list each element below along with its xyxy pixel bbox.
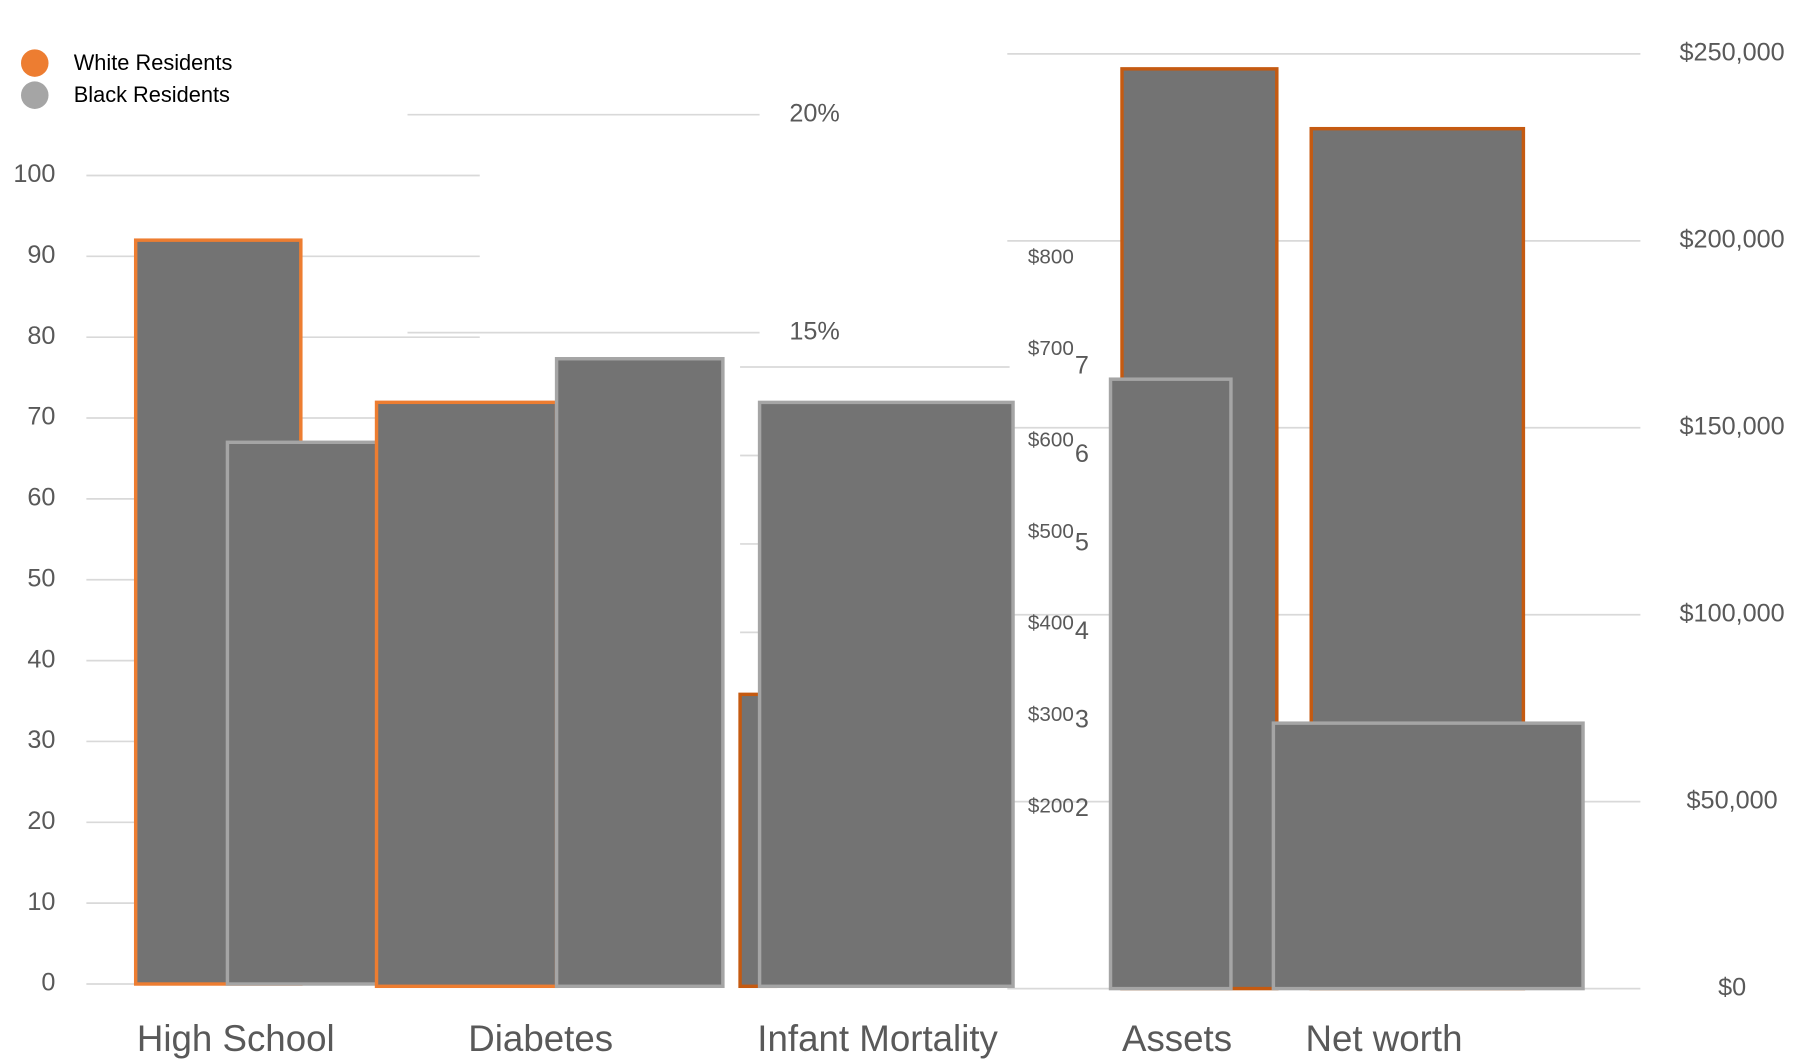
y-tick-label: 80	[27, 322, 55, 350]
y-tick-label: $700	[1028, 337, 1074, 360]
x-tick-label: Diabetes	[468, 1018, 613, 1059]
x-tick-label: Assets	[1122, 1018, 1232, 1059]
legend-label: White Residents	[74, 50, 233, 75]
legend-marker	[21, 81, 49, 109]
legend: White Residents Black Residents	[21, 49, 232, 109]
y-tick-label: 50	[27, 564, 55, 592]
x-tick-label: Infant Mortality	[757, 1018, 998, 1059]
bars	[136, 69, 1583, 989]
y-tick-label: 15%	[789, 317, 839, 345]
y-tick-label: 100	[13, 160, 55, 188]
legend-marker	[21, 49, 49, 77]
y-tick-label: 70	[27, 403, 55, 431]
y-tick-label: $0	[1718, 973, 1746, 1001]
y-tick-label: $200,000	[1680, 226, 1785, 254]
y-tick-label: $100,000	[1680, 599, 1785, 627]
y-tick-label: 20	[27, 807, 55, 835]
x-tick-label: High School	[137, 1018, 335, 1059]
y-tick-label: 10	[27, 888, 55, 916]
bar	[1273, 723, 1583, 988]
y-tick-label: 2	[1075, 794, 1089, 822]
y-tick-label: 3	[1075, 706, 1089, 734]
y-tick-label: $500	[1028, 520, 1074, 543]
y-tick-label: 20%	[789, 99, 839, 127]
y-tick-label: 4	[1075, 617, 1089, 645]
x-tick-label: Net worth	[1305, 1018, 1462, 1059]
y-tick-label: $250,000	[1680, 39, 1785, 67]
y-tick-label: $150,000	[1680, 412, 1785, 440]
y-tick-label: 5	[1075, 529, 1089, 557]
y-tick-label: $400	[1028, 611, 1074, 634]
y-tick-label: 6	[1075, 440, 1089, 468]
bar	[377, 402, 557, 986]
y-tick-label: $600	[1028, 428, 1074, 451]
y-tick-label: $50,000	[1687, 786, 1778, 814]
bar	[557, 359, 723, 987]
bar	[760, 402, 1013, 986]
y-tick-label: 60	[27, 484, 55, 512]
bar	[1111, 379, 1231, 988]
legend-label: Black Residents	[74, 82, 230, 107]
y-tick-label: 40	[27, 645, 55, 673]
y-tick-label: $200	[1028, 794, 1074, 817]
y-tick-label: 90	[27, 241, 55, 269]
y-tick-label: $300	[1028, 703, 1074, 726]
y-tick-label: $800	[1028, 245, 1074, 268]
y-tick-label: 7	[1075, 352, 1089, 380]
y-tick-label: 0	[41, 969, 55, 997]
page: {"chart_data": [ {"type": "bar", "catego…	[0, 0, 1799, 1062]
y-tick-label: 30	[27, 726, 55, 754]
chart: White Residents Black Residents 0 10 20 30 4…	[0, 0, 1799, 1062]
